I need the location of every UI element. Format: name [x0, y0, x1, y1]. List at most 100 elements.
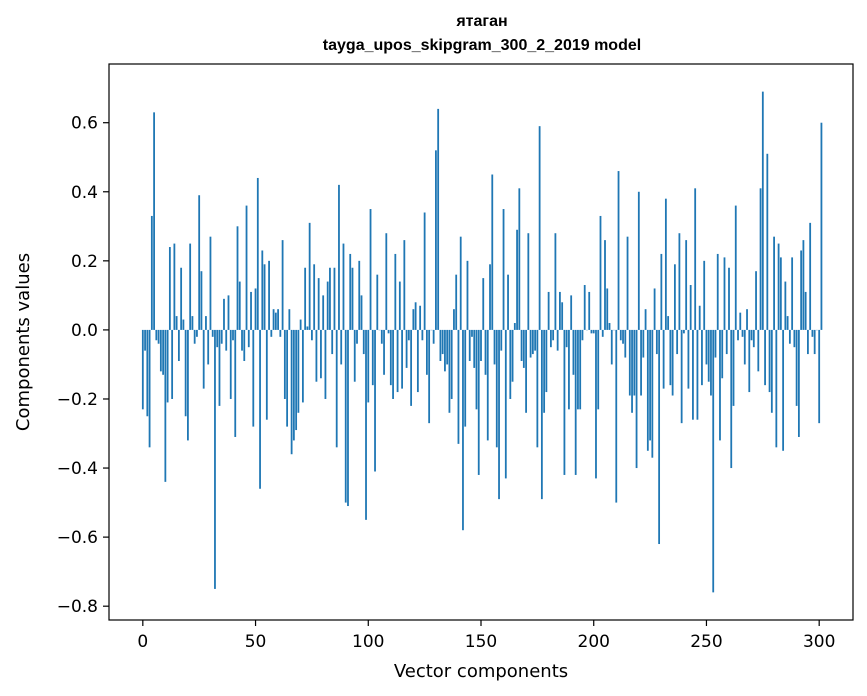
bar-196 [583, 285, 586, 330]
bar-182 [552, 329, 555, 341]
bar-247 [698, 305, 701, 330]
bar-301 [820, 122, 823, 330]
bar-157 [495, 329, 498, 448]
x-tick-label: 150 [465, 632, 497, 652]
bar-172 [529, 329, 532, 358]
bar-232 [664, 198, 667, 330]
bar-291 [797, 329, 800, 437]
bar-145 [468, 329, 471, 361]
bar-264 [737, 329, 739, 341]
y-tick-label: −0.8 [57, 597, 98, 617]
bar-129 [432, 329, 435, 344]
bar-188 [565, 329, 568, 348]
bar-72 [304, 267, 307, 330]
bar-58 [272, 309, 275, 330]
bar-155 [491, 174, 494, 330]
bar-270 [750, 329, 753, 341]
bar-140 [457, 329, 460, 444]
bar-111 [392, 329, 394, 399]
bar-11 [166, 329, 169, 403]
bar-90 [344, 329, 347, 503]
bar-210 [615, 329, 618, 503]
bar-147 [473, 329, 476, 368]
bar-38 [227, 295, 230, 330]
bar-86 [335, 329, 338, 448]
y-axis-ticks: −0.8 −0.6 −0.4 −0.2 0.0 0.2 0.4 0.6 [57, 114, 109, 617]
bar-266 [741, 329, 744, 337]
bar-168 [520, 329, 523, 361]
y-tick-label: 0.6 [71, 114, 98, 134]
bar-110 [389, 329, 392, 386]
bar-51 [256, 177, 259, 330]
bar-177 [540, 329, 543, 500]
bar-220 [637, 191, 640, 330]
bar-98 [362, 329, 365, 355]
bar-19 [184, 329, 187, 417]
bar-68 [295, 329, 298, 431]
bar-205 [604, 240, 606, 330]
bar-100 [367, 329, 370, 403]
bar-120 [412, 309, 415, 330]
bar-159 [500, 329, 503, 351]
bar-82 [326, 281, 329, 330]
bar-67 [292, 329, 295, 441]
bar-192 [574, 329, 577, 475]
bar-102 [371, 329, 374, 386]
x-tick-label: 300 [803, 632, 835, 652]
bar-20 [187, 329, 189, 441]
bar-194 [579, 329, 582, 410]
bar-169 [522, 329, 525, 368]
bar-17 [180, 267, 183, 330]
bar-231 [662, 329, 665, 389]
bar-221 [640, 329, 642, 396]
bar-183 [554, 233, 557, 330]
bar-216 [628, 329, 631, 396]
bar-77 [315, 329, 318, 382]
bar-239 [680, 329, 683, 424]
bar-95 [356, 329, 358, 344]
bar-278 [768, 329, 771, 393]
bar-8 [159, 329, 162, 372]
bar-225 [649, 329, 651, 441]
bar-235 [671, 329, 674, 396]
bar-121 [414, 302, 417, 330]
bar-265 [739, 312, 742, 330]
bar-118 [407, 329, 410, 341]
bar-59 [274, 312, 277, 330]
bar-64 [286, 329, 289, 427]
bar-226 [651, 329, 654, 458]
bar-66 [290, 329, 293, 455]
bar-108 [385, 233, 388, 330]
bar-162 [507, 274, 509, 330]
bar-57 [270, 329, 273, 337]
bar-74 [308, 222, 311, 330]
bar-237 [676, 329, 679, 355]
bar-286 [786, 316, 789, 330]
bar-160 [502, 209, 505, 330]
bar-149 [477, 329, 480, 475]
bar-158 [498, 329, 500, 500]
bar-260 [728, 267, 730, 330]
bar-122 [416, 329, 419, 393]
bar-50 [254, 288, 257, 330]
bar-189 [568, 329, 570, 410]
bar-37 [225, 329, 228, 351]
bar-113 [396, 329, 399, 393]
bar-0 [141, 329, 144, 410]
bar-97 [360, 295, 363, 330]
bar-141 [459, 236, 462, 330]
bar-276 [764, 329, 766, 386]
bar-6 [155, 329, 158, 341]
bar-44 [241, 329, 243, 351]
bar-238 [678, 233, 681, 330]
bar-10 [164, 329, 167, 482]
bar-69 [297, 329, 300, 413]
bar-136 [448, 329, 451, 413]
bar-206 [606, 288, 609, 330]
bar-211 [617, 171, 620, 330]
bar-174 [534, 329, 537, 351]
bar-263 [734, 205, 737, 330]
bar-21 [189, 243, 192, 330]
bar-13 [171, 329, 174, 399]
bar-84 [331, 329, 334, 355]
